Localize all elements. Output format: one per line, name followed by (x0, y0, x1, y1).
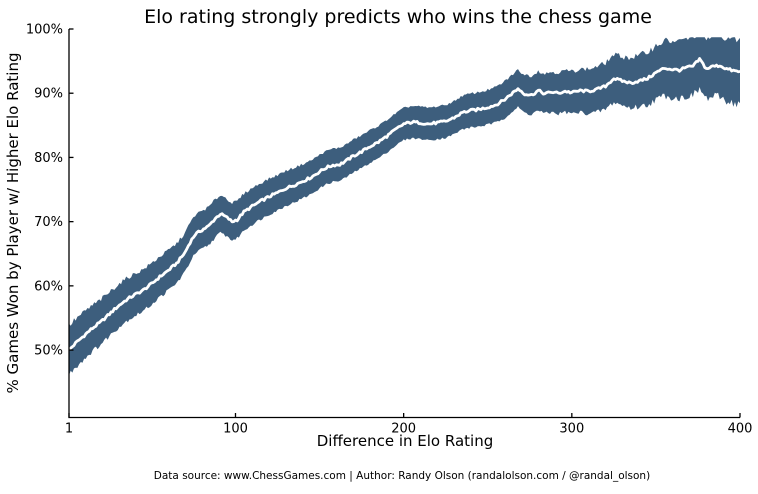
footer-credit: Data source: www.ChessGames.com | Author… (154, 470, 650, 482)
y-tick-label: 80% (34, 151, 63, 166)
confidence-band (69, 37, 740, 376)
y-axis-ticks: 50% 60% 70% 80% 90% 100% (26, 23, 74, 359)
x-axis-label: Difference in Elo Rating (317, 432, 494, 450)
y-axis-label: % Games Won by Player w/ Higher Elo Rati… (4, 53, 22, 394)
plot-area (69, 37, 740, 376)
y-tick-label: 70% (34, 215, 63, 230)
chart-title: Elo rating strongly predicts who wins th… (144, 6, 652, 28)
x-tick-label: 400 (728, 422, 753, 437)
y-tick-label: 60% (34, 279, 63, 294)
y-tick-label: 100% (26, 23, 63, 38)
y-tick-label: 90% (34, 87, 63, 102)
x-tick-label: 100 (223, 422, 248, 437)
x-axis-ticks: 1 100 200 300 400 (65, 413, 753, 437)
x-tick-label: 200 (391, 422, 416, 437)
x-tick-label: 1 (65, 422, 73, 437)
x-tick-label: 300 (559, 422, 584, 437)
win-rate-line (69, 57, 740, 351)
y-tick-label: 50% (34, 344, 63, 359)
